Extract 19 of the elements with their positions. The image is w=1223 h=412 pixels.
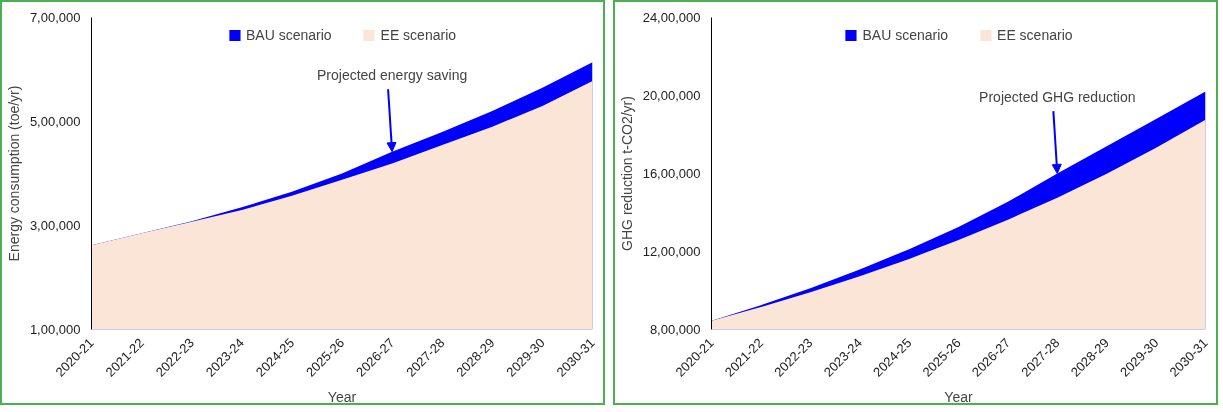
annotation: Projected energy saving [317,67,468,84]
x-axis-title: Year [944,388,973,405]
y-tick-label: 8,00,000 [649,322,701,337]
y-tick-label: 24,00,000 [642,10,701,25]
y-axis-title: GHG reduction t-CO2/yr) [618,96,635,251]
legend-label: EE scenario [380,27,457,43]
legend-label: BAU scenario [862,27,949,43]
annotation: Projected GHG reduction [979,89,1136,106]
y-tick-label: 20,00,000 [642,88,701,103]
x-axis-title: Year [327,388,357,405]
y-tick-label: 5,00,000 [29,114,81,129]
legend-label: EE scenario [997,27,1073,43]
y-tick-label: 1,00,000 [29,322,81,337]
y-tick-label: 16,00,000 [642,166,701,181]
y-axis-title: Energy consumption (toe/yr) [5,85,22,262]
y-tick-label: 7,00,000 [29,10,81,25]
y-tick-label: 12,00,000 [642,244,701,259]
legend-label: BAU scenario [245,27,332,43]
y-tick-label: 3,00,000 [29,218,81,233]
